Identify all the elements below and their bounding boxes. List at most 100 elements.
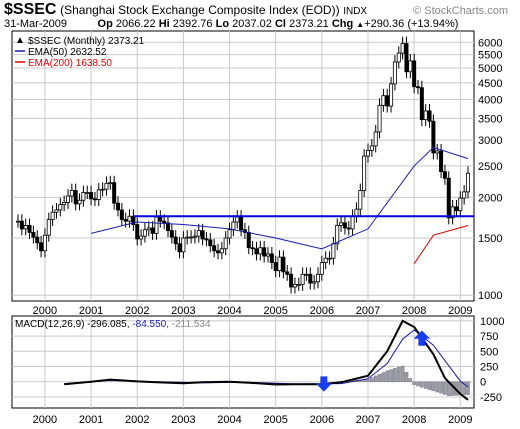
price-bar-body xyxy=(58,204,63,211)
macd-histogram-bar xyxy=(377,373,382,382)
price-bar-body xyxy=(46,219,51,236)
price-bar-body xyxy=(42,234,47,252)
price-bar-body xyxy=(300,273,305,285)
ohlc-line: 31-Mar-2009 Op 2066.22 Hi 2392.76 Lo 203… xyxy=(4,18,458,30)
macd-histogram-bar xyxy=(435,381,440,393)
low-label: Lo xyxy=(215,18,230,30)
price-tick-label: 5500 xyxy=(478,50,502,62)
open-label: Op xyxy=(97,18,113,30)
price-bar-body xyxy=(408,60,413,73)
price-bar-body xyxy=(265,253,270,257)
price-x-tick-label: 2004 xyxy=(217,305,241,317)
price-bar-body xyxy=(396,52,401,63)
price-tick-label: 3500 xyxy=(478,113,502,125)
full-name: (Shanghai Stock Exchange Composite Index… xyxy=(60,3,340,17)
price-bar-body xyxy=(73,190,78,205)
price-bar-body xyxy=(365,149,370,157)
price-bar-body xyxy=(342,222,347,229)
change-label: Chg xyxy=(331,18,354,30)
price-bar-body xyxy=(181,237,186,253)
legend-ema50-text: EMA(50) 2632.52 xyxy=(28,47,107,58)
price-bar-body xyxy=(296,283,301,286)
price-bar-body xyxy=(200,230,205,240)
macd-histogram-bar xyxy=(370,377,374,382)
macd-histogram-bar xyxy=(431,381,436,392)
macd-x-tick-label: 2004 xyxy=(217,414,241,426)
price-bar-body xyxy=(196,230,201,237)
price-x-tick-label: 2000 xyxy=(33,305,57,317)
price-bar-body xyxy=(146,227,151,231)
sell-signal-arrow xyxy=(413,330,431,346)
price-bar-body xyxy=(389,83,394,107)
macd-tick-label: 750 xyxy=(480,331,498,343)
legend-price-marker: ▲ xyxy=(15,35,25,46)
macd-histogram-bar xyxy=(396,366,401,382)
macd-histogram-bar xyxy=(416,381,420,387)
price-bar-body xyxy=(315,273,320,283)
price-bar-body xyxy=(92,198,97,201)
price-bar-body xyxy=(100,188,105,191)
change-value: +290.36 (+13.94%) xyxy=(364,18,459,30)
price-bar-body xyxy=(392,61,397,85)
price-bar-body xyxy=(19,220,24,230)
change-up-arrow: ▲ xyxy=(356,20,365,29)
macd-legend-macd: -296.085, xyxy=(87,319,132,330)
price-bar-body xyxy=(246,232,251,249)
date: 31-Mar-2009 xyxy=(4,18,67,30)
price-bar-body xyxy=(69,190,74,197)
price-tick-label: 1500 xyxy=(478,233,502,245)
price-bar-body xyxy=(227,229,232,239)
price-tick-label: 2000 xyxy=(478,192,502,204)
macd-x-tick-label: 2007 xyxy=(356,414,380,426)
price-bar-body xyxy=(281,256,286,273)
macd-histogram-bar xyxy=(466,381,470,395)
price-bar-body xyxy=(173,236,178,245)
price-bar-body xyxy=(258,247,263,255)
price-bar-body xyxy=(15,220,20,223)
high-value: 2392.76 xyxy=(172,18,213,30)
price-x-tick-label: 2003 xyxy=(171,305,195,317)
macd-line xyxy=(64,319,469,401)
macd-legend-label: MACD(12,26,9) xyxy=(15,319,87,330)
price-bar-body xyxy=(412,60,417,88)
macd-legend: MACD(12,26,9) -296.085, -84.550, -211.53… xyxy=(15,319,211,330)
macd-histogram-bar xyxy=(389,369,393,382)
price-bar-body xyxy=(154,216,159,234)
price-x-tick-label: 2002 xyxy=(125,305,149,317)
high-label: Hi xyxy=(158,18,170,30)
suffix: INDX xyxy=(343,6,368,17)
price-bar-body xyxy=(123,219,128,222)
price-bar-body xyxy=(192,235,197,238)
price-bar-body xyxy=(212,245,217,252)
legend-price-text: $SSEC (Monthly) 2373.21 xyxy=(28,36,145,47)
price-bar-body xyxy=(323,257,328,264)
price-bar-body xyxy=(77,199,82,205)
price-bar-body xyxy=(419,87,424,121)
price-bar-body xyxy=(381,95,386,106)
macd-histogram-bar xyxy=(427,381,432,390)
macd-histogram-bar xyxy=(366,379,370,382)
price-bar-body xyxy=(292,283,297,288)
price-bar-body xyxy=(254,248,259,255)
price-bar-body xyxy=(81,192,86,201)
macd-histogram-bar xyxy=(381,372,386,382)
price-bar-body xyxy=(31,232,36,238)
watermark: © StockCharts.com xyxy=(413,5,508,17)
price-bar-body xyxy=(142,229,147,237)
price-tick-label: 3000 xyxy=(478,135,502,147)
price-tick-label: 4500 xyxy=(478,78,502,90)
macd-legend-hist: -211.534 xyxy=(172,319,211,330)
price-bar-body xyxy=(339,222,344,226)
price-bar-body xyxy=(89,192,94,200)
price-bar-body xyxy=(219,248,224,254)
price-bar-body xyxy=(208,239,213,247)
price-bar-body xyxy=(127,215,132,222)
macd-tick-label: 250 xyxy=(480,362,498,374)
price-x-tick-label: 2005 xyxy=(263,305,287,317)
price-bar-body xyxy=(404,43,409,73)
macd-x-tick-label: 2003 xyxy=(171,414,195,426)
price-bar-body xyxy=(319,262,324,275)
price-bar-body xyxy=(235,216,240,223)
price-bar-body xyxy=(108,182,113,185)
